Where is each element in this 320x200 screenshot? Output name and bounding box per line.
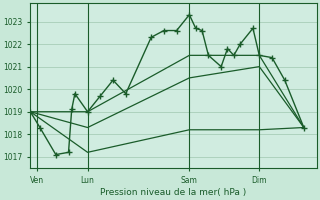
X-axis label: Pression niveau de la mer( hPa ): Pression niveau de la mer( hPa ) [100, 188, 247, 197]
